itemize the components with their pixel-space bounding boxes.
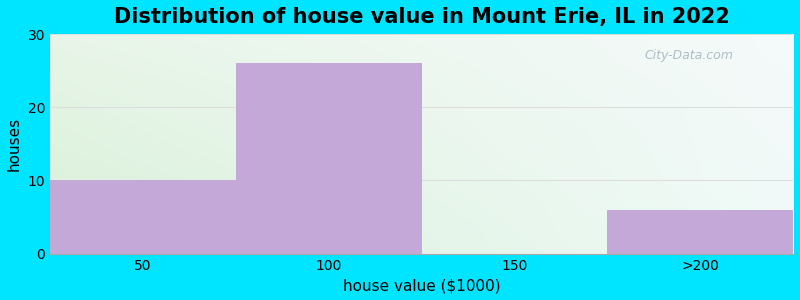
X-axis label: house value ($1000): house value ($1000) — [342, 278, 500, 293]
Bar — [607, 210, 793, 254]
Bar — [50, 180, 236, 254]
Text: City-Data.com: City-Data.com — [645, 50, 734, 62]
Title: Distribution of house value in Mount Erie, IL in 2022: Distribution of house value in Mount Eri… — [114, 7, 730, 27]
Bar — [236, 63, 422, 254]
Y-axis label: houses: houses — [7, 117, 22, 171]
